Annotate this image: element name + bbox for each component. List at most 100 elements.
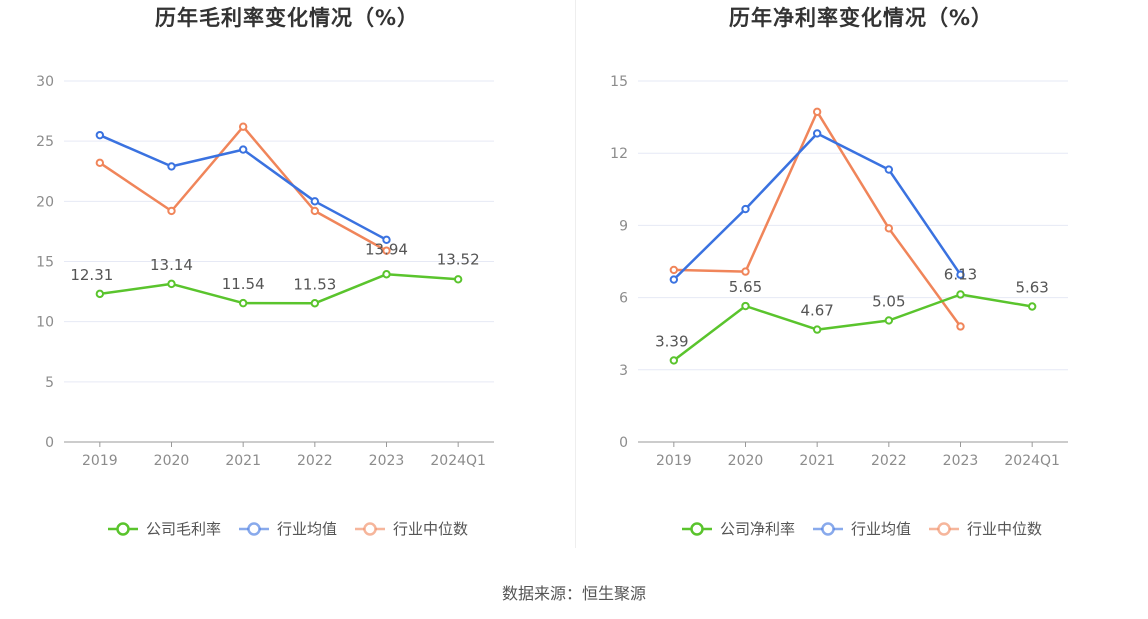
data-label: 5.65 xyxy=(729,278,762,296)
data-label: 13.52 xyxy=(437,250,480,268)
data-point xyxy=(812,107,822,117)
data-point xyxy=(453,275,463,284)
data-point xyxy=(238,145,248,154)
data-point xyxy=(310,197,320,206)
data-label: 6.13 xyxy=(944,265,977,283)
data-point xyxy=(238,298,248,308)
legend-dot xyxy=(937,521,951,536)
data-point xyxy=(884,165,894,174)
chart-title: 历年净利率变化情况（%） xyxy=(728,6,994,30)
x-tick-label: 2023 xyxy=(943,453,979,469)
data-point xyxy=(95,289,105,299)
data-source-note: 数据来源：恒生聚源 xyxy=(501,584,646,603)
legend-marker-icon xyxy=(355,521,385,536)
y-tick-label: 9 xyxy=(619,218,628,234)
x-tick-label: 2024Q1 xyxy=(430,453,486,469)
data-point xyxy=(741,204,750,214)
x-tick-label: 2021 xyxy=(799,453,835,469)
data-label: 12.31 xyxy=(70,266,113,284)
y-tick-label: 15 xyxy=(610,74,628,90)
data-label: 5.05 xyxy=(872,292,905,310)
data-point xyxy=(884,316,894,325)
legend-label: 公司净利率 xyxy=(719,520,795,538)
chart-legend: 公司净利率 行业均值 行业中位数 xyxy=(574,518,1148,539)
series-line-3 xyxy=(99,125,388,252)
x-tick-label: 2022 xyxy=(871,453,907,469)
y-tick-label: 25 xyxy=(36,134,54,150)
legend-marker-icon xyxy=(681,521,712,536)
data-point xyxy=(167,162,176,171)
legend-item[interactable]: 公司毛利率 xyxy=(106,518,221,539)
legend-dot xyxy=(690,521,704,536)
data-point xyxy=(382,246,391,255)
legend-label: 公司毛利率 xyxy=(145,520,221,538)
legend-dot xyxy=(363,521,377,536)
legend-dot xyxy=(247,521,261,536)
y-tick-label: 15 xyxy=(36,255,54,271)
legend-item[interactable]: 行业中位数 xyxy=(353,518,468,539)
y-tick-label: 30 xyxy=(36,74,54,90)
data-point xyxy=(238,122,248,131)
data-point xyxy=(884,224,894,233)
x-tick-label: 2020 xyxy=(728,453,764,469)
legend-item[interactable]: 行业中位数 xyxy=(927,518,1042,539)
legend-label: 行业均值 xyxy=(850,520,911,538)
legend-dot xyxy=(116,521,130,536)
data-point xyxy=(669,356,679,365)
data-point xyxy=(382,235,391,245)
y-tick-label: 0 xyxy=(619,435,628,451)
data-point xyxy=(669,275,679,284)
data-point xyxy=(167,206,176,216)
data-label: 3.39 xyxy=(655,332,688,350)
data-point xyxy=(382,270,391,279)
series-line-3 xyxy=(673,110,962,328)
data-point xyxy=(956,270,965,279)
x-tick-label: 2019 xyxy=(82,453,118,469)
legend-marker-icon xyxy=(107,521,138,536)
legend-label: 行业中位数 xyxy=(393,520,469,538)
y-tick-label: 6 xyxy=(619,291,628,307)
legend-item[interactable]: 行业均值 xyxy=(811,518,911,539)
data-point xyxy=(741,267,750,276)
x-tick-label: 2019 xyxy=(656,453,692,469)
y-tick-label: 5 xyxy=(45,375,54,391)
chart-title: 历年毛利率变化情况（%） xyxy=(154,6,420,30)
y-tick-label: 3 xyxy=(619,363,628,379)
data-point xyxy=(741,301,750,311)
data-point xyxy=(167,279,176,289)
data-point xyxy=(956,322,965,331)
legend-marker-icon xyxy=(812,521,843,536)
panel-divider xyxy=(575,0,576,548)
data-point xyxy=(669,265,679,275)
gross-margin-chart-svg: 0 5 10 15 20 25 30 2019 2020 2021 2022 2023 2024Q1 12… xyxy=(36,74,494,469)
data-label: 5.63 xyxy=(1015,279,1048,297)
data-label: 13.14 xyxy=(150,256,193,274)
data-label: 13.94 xyxy=(365,240,408,258)
series-line-1 xyxy=(99,273,459,305)
data-point xyxy=(956,290,965,299)
data-label: 11.54 xyxy=(222,275,265,293)
y-tick-label: 20 xyxy=(36,194,54,210)
data-point xyxy=(310,206,320,216)
legend-marker-icon xyxy=(929,521,959,536)
x-tick-label: 2020 xyxy=(154,453,190,469)
legend-item[interactable]: 公司净利率 xyxy=(680,518,795,539)
legend-item[interactable]: 行业均值 xyxy=(237,518,337,539)
series-line-1 xyxy=(673,293,1033,362)
data-label: 11.53 xyxy=(293,275,336,293)
data-point xyxy=(95,158,105,168)
data-point xyxy=(812,129,822,138)
legend-dot xyxy=(821,521,835,536)
y-tick-label: 0 xyxy=(45,435,54,451)
x-tick-label: 2022 xyxy=(297,453,333,469)
data-point xyxy=(812,325,822,334)
x-tick-label: 2021 xyxy=(225,453,261,469)
x-tick-label: 2023 xyxy=(369,453,405,469)
data-point xyxy=(310,299,320,308)
legend-marker-icon xyxy=(238,521,269,536)
y-tick-label: 10 xyxy=(36,315,54,331)
data-point xyxy=(1027,302,1037,311)
net-margin-chart-panel: 历年净利率变化情况（%） 0 3 6 9 12 15 2019 2020 2021 2022 202… xyxy=(574,0,1148,560)
legend-label: 行业均值 xyxy=(276,520,337,538)
x-tick-label: 2024Q1 xyxy=(1004,453,1060,469)
